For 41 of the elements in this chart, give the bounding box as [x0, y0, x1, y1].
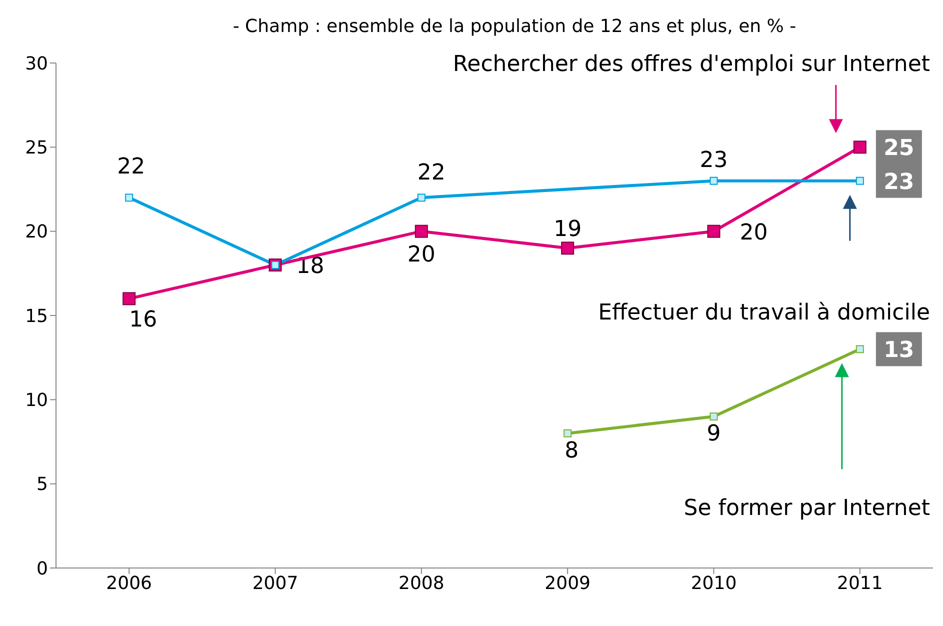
point [564, 429, 572, 438]
y-tick-label: 20 [25, 222, 48, 243]
x-tick-label: 2008 [398, 572, 444, 594]
point [122, 292, 136, 306]
data-label: 13 [884, 338, 914, 364]
annotation: Se former par Internet [684, 496, 930, 522]
point [707, 224, 720, 238]
data-label: 23 [884, 170, 914, 195]
data-label: 9 [706, 422, 721, 446]
data-label: 16 [129, 308, 158, 333]
y-tick-label: 0 [36, 558, 48, 580]
point [417, 194, 426, 202]
point [710, 412, 718, 420]
annotation: Effectuer du travail à domicile [598, 300, 930, 326]
x-tick-label: 2010 [690, 572, 737, 594]
data-label: 25 [884, 136, 914, 162]
y-tick-label: 10 [25, 390, 48, 412]
x-tick-label: 2007 [252, 572, 298, 594]
data-label: 20 [740, 220, 768, 246]
point [414, 224, 428, 238]
point [856, 176, 864, 185]
annotation: Rechercher des offres d'emploi sur Internet [452, 52, 930, 77]
point [561, 242, 574, 255]
y-tick-label: 15 [25, 306, 48, 327]
chart-title: - Champ : ensemble de la population de 12 ans et plus, en % - [232, 16, 796, 37]
data-label: 8 [564, 438, 579, 464]
x-tick-label: 2006 [106, 572, 152, 594]
point [856, 345, 864, 354]
x-tick-label: 2011 [837, 572, 883, 594]
point [710, 176, 718, 185]
x-tick-label: 2009 [544, 572, 590, 594]
point [125, 194, 134, 202]
y-tick-label: 25 [25, 138, 48, 159]
y-tick-label: 30 [25, 53, 48, 74]
point [853, 140, 866, 154]
data-label: 22 [117, 154, 146, 180]
data-label: 23 [700, 148, 728, 173]
data-label: 20 [407, 242, 436, 268]
y-tick-label: 5 [36, 474, 48, 496]
data-label: 19 [554, 217, 582, 242]
data-label: 22 [417, 160, 446, 186]
